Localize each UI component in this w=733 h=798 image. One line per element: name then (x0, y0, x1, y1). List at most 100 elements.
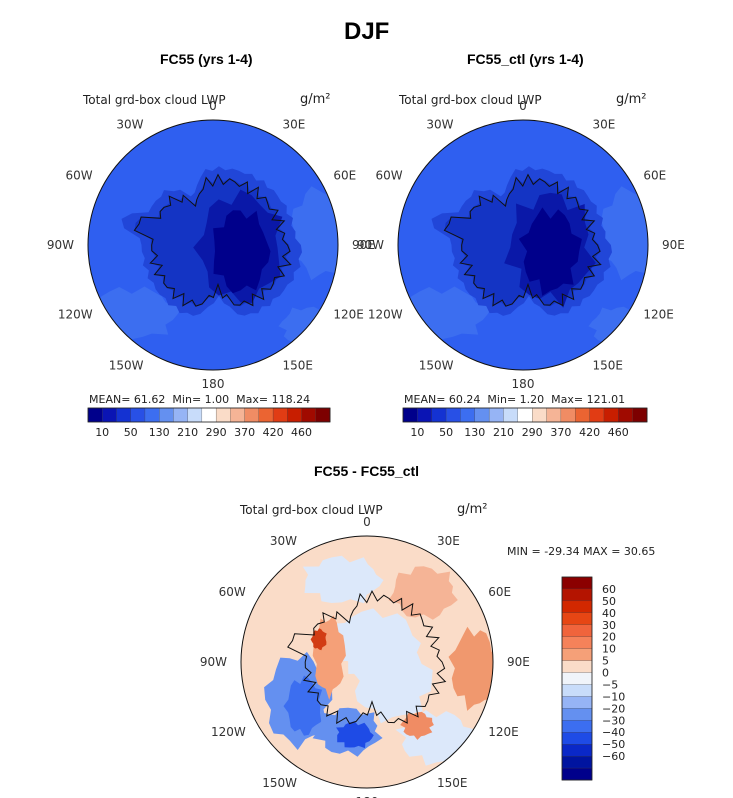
cb2-tick-7: 460 (608, 426, 629, 439)
panel3-max-label: MAX = (583, 545, 621, 558)
panel2-max-value: 121.01 (586, 393, 626, 406)
cb3-tick-3: 30 (602, 619, 616, 632)
map1-map-border (87, 119, 339, 371)
cb2-tick-6: 420 (579, 426, 600, 439)
map3-field (241, 536, 493, 788)
map2-lon-label-4: 120E (643, 308, 674, 322)
map3-lon-label-9: 90W (200, 655, 227, 669)
panel3-title: FC55 - FC55_ctl (314, 463, 420, 479)
map3-lon-label-1: 30E (437, 534, 460, 548)
map2-lon-label-6: 180 (512, 377, 535, 391)
map2-lon-label-11: 30W (426, 118, 453, 132)
cb1-tick-7: 460 (291, 426, 312, 439)
cb3-tick-1: 50 (602, 595, 616, 608)
map1-lon-label-6: 180 (202, 377, 225, 391)
map3-lon-label-6: 180 (356, 795, 379, 798)
map1-lon-label-1: 30E (283, 118, 306, 132)
map1-lon-label-9: 90W (47, 238, 74, 252)
cb2-tick-1: 50 (439, 426, 453, 439)
cb2-tick-5: 370 (550, 426, 571, 439)
cb2-tick-2: 130 (464, 426, 485, 439)
map3-map-border (240, 535, 494, 789)
map2-lon-label-0: 0 (519, 99, 527, 113)
map3-lon-label-3: 90E (507, 655, 530, 669)
map2-lon-label-9: 90W (357, 238, 384, 252)
cb3-swatch-5 (561, 636, 593, 650)
map3-lon-label-10: 60W (219, 585, 246, 599)
cb3-tick-4: 20 (602, 631, 616, 644)
panel2-max-label: Max= (551, 393, 584, 406)
map1-lon-label-2: 60E (333, 169, 356, 183)
cb3-swatch-1 (561, 588, 593, 602)
map3-patch-6 (448, 626, 493, 711)
panel1-mean-label: MEAN= (89, 393, 131, 406)
map3-patch-10 (302, 555, 384, 604)
cb3-swatch-7 (561, 660, 593, 673)
cb3-swatch-10 (561, 696, 593, 709)
cb1-tick-2: 130 (149, 426, 170, 439)
panel1-max-label: Max= (236, 393, 269, 406)
panel1-min-label: Min= (172, 393, 202, 406)
cb2-tick-0: 10 (410, 426, 424, 439)
cb3-tick-10: −20 (602, 702, 625, 715)
map3-lon-label-5: 150E (437, 776, 468, 790)
cb3-swatch-11 (561, 708, 593, 721)
panel1-stats: MEAN= 61.62 Min= 1.00 Max= 118.24 (89, 393, 310, 406)
cb3-tick-9: −10 (602, 690, 625, 703)
cb3-tick-5: 10 (602, 643, 616, 656)
panel1-mean-value: 61.62 (133, 393, 166, 406)
cb3-swatch-15 (561, 755, 593, 769)
cb3-tick-8: −5 (602, 679, 618, 692)
map3-patch-12 (400, 711, 434, 740)
map2-lon-label-2: 60E (643, 169, 666, 183)
map3-lon-label-4: 120E (488, 725, 519, 739)
map2-interior-core (518, 207, 582, 296)
cb1-tick-4: 290 (206, 426, 227, 439)
map3-patch-5 (336, 721, 374, 749)
cb3-tick-7: 0 (602, 667, 609, 680)
panel1-units: g/m² (300, 92, 331, 107)
panel3-max-value: 30.65 (623, 545, 656, 558)
page-title: DJF (344, 18, 390, 45)
panel3-stats: MIN = -29.34 MAX = 30.65 (507, 545, 655, 558)
map3-lon-label-11: 30W (270, 534, 297, 548)
cb3-swatch-16 (561, 767, 593, 781)
map1-lon-label-7: 150W (109, 358, 144, 372)
map3-patch-9 (388, 566, 458, 620)
cb3-swatch-9 (561, 684, 593, 697)
map1-lon-label-4: 120E (333, 308, 364, 322)
map1-coastline (133, 173, 292, 307)
panel1-title: FC55 (yrs 1-4) (160, 51, 253, 67)
panel1-subtitle: Total grd-box cloud LWP (83, 93, 226, 107)
cb3-frame (561, 576, 593, 781)
panel2-mean-value: 60.24 (448, 393, 481, 406)
map3-lon-label-7: 150W (262, 776, 297, 790)
cb3-tick-14: −60 (602, 750, 625, 763)
panel1-min-value: 1.00 (204, 393, 230, 406)
map1-lon-label-0: 0 (209, 99, 217, 113)
map2-coastline (443, 173, 602, 307)
map1-lon-label-11: 30W (116, 118, 143, 132)
cb1-tick-0: 10 (95, 426, 109, 439)
map3-lon-label-2: 60E (488, 585, 511, 599)
map2-lon-label-3: 90E (662, 238, 685, 252)
cb3-swatch-0 (561, 576, 593, 590)
cb1-tick-6: 420 (263, 426, 284, 439)
map3-patch-8 (310, 628, 327, 651)
map1-lon-label-3: 90E (352, 238, 375, 252)
panel2-min-label: Min= (487, 393, 517, 406)
map1-lon-label-5: 150E (283, 358, 314, 372)
map3-lon-label-8: 120W (211, 725, 246, 739)
panel3-min-value: -29.34 (544, 545, 580, 558)
cb3-swatch-3 (561, 612, 593, 626)
cb3-swatch-8 (561, 672, 593, 685)
cb3-swatch-12 (561, 720, 593, 733)
panel2-subtitle: Total grd-box cloud LWP (399, 93, 542, 107)
cb1-tick-1: 50 (124, 426, 138, 439)
map1-lon-label-10: 60W (65, 169, 92, 183)
map2-lon-label-10: 60W (375, 169, 402, 183)
cb3-swatch-4 (561, 624, 593, 638)
